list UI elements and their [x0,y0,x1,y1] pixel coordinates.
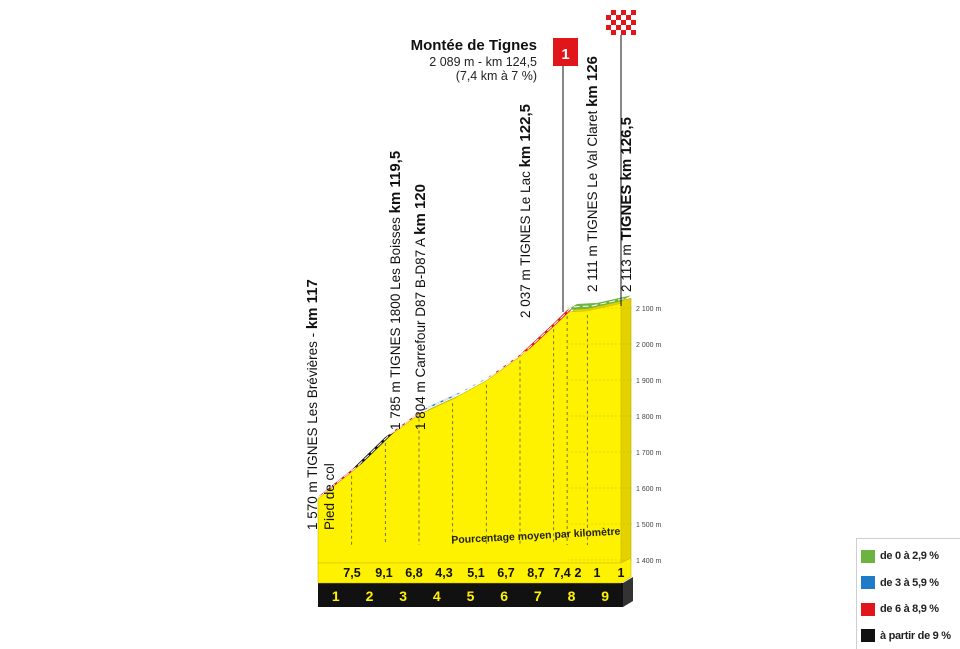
slope-value-4: 4,3 [435,566,452,580]
finish-check [606,20,611,25]
legend-swatch [861,629,875,643]
km-marker-8: 8 [568,588,576,604]
summit-name: Montée de Tignes [411,37,537,54]
waypoint-text-part: km 122,5 [517,104,534,167]
elevation-tick-2100: 2 100 m [636,306,661,313]
km-marker-2: 2 [366,588,374,604]
km-marker-9: 9 [601,588,609,604]
km-marker-4: 4 [433,588,441,604]
elevation-tick-1600: 1 600 m [636,486,661,493]
finish-flag-checks [606,10,636,35]
base-yellow-strip [317,557,632,584]
waypoint-text-part: 1 785 m TIGNES 1800 Les Boisses [388,213,403,430]
slope-value-3: 6,8 [405,566,422,580]
elevation-tick-1500: 1 500 m [636,522,661,529]
slope-legend: de 0 à 2,9 % de 3 à 5,9 % de 6 à 8,9 % à pa… [856,538,960,649]
elevation-tick-1900: 1 900 m [636,378,661,385]
km-marker-6: 6 [500,588,508,604]
elevation-gridlines [567,307,632,561]
slope-segment-10 [587,295,631,309]
waypoint-text-part: 2 111 m TIGNES Le Val Claret [585,107,600,292]
finish-check [616,20,621,25]
finish-check [616,30,621,35]
legend-label: à partir de 9 % [880,629,951,642]
profile-area-layer [317,297,632,564]
slope-value-9: 1 [594,566,601,580]
finish-check [611,15,616,20]
waypoint-text-part: 2 037 m TIGNES Le Lac [518,167,533,318]
waypoint-text-part: km 119,5 [387,151,404,214]
finish-check [626,10,631,15]
waypoint-text-part: TIGNES km 126,5 [618,117,635,240]
finish-check [606,10,611,15]
finish-check [626,20,631,25]
waypoint-text-part: km 117 [304,279,321,329]
waypoint-lac-line-1: 2 037 m TIGNES Le Lac km 122,5 [517,104,534,318]
legend-swatch [861,549,875,563]
finish-check [621,15,626,20]
slope-color-band [318,295,631,497]
slope-value-5: 5,1 [467,566,484,580]
waypoint-boisses-line-2: 1 804 m Carrefour D87 B-D87 A km 120 [412,184,429,430]
elevation-tick-1400: 1 400 m [636,558,661,565]
legend-row: de 3 à 5,9 % [861,570,960,597]
legend-swatch [861,602,875,616]
elevation-axis: 1 400 m 1 500 m 1 600 m 1 700 m 1 800 m 1 900… [636,306,661,565]
waypoint-valclaret-line-1: 2 111 m TIGNES Le Val Claret km 126 [584,56,601,292]
category-flag-number: 1 [561,46,569,63]
slope-value-2: 9,1 [375,566,392,580]
legend-label: de 0 à 2,9 % [880,550,939,563]
slope-center-dash [322,297,627,495]
base-bar-front [318,583,623,607]
finish-check [606,30,611,35]
slope-value-labels: 7,5 9,1 6,8 4,3 5,1 6,7 8,7 7,4 2 1 1 [343,566,624,580]
waypoint-text-part: 2 113 m [619,240,634,292]
km-marker-5: 5 [467,588,475,604]
base-bar-side [623,577,633,607]
slope-value-7,4: 7,4 [553,566,570,580]
slope-value-1: 7,5 [343,566,360,580]
waypoint-text-part: km 126 [584,56,601,107]
waypoint-labels: 1 570 m TIGNES Les Brévières - km 117Pie… [304,56,635,530]
elevation-tick-1800: 1 800 m [636,414,661,421]
slope-value-6: 6,7 [497,566,514,580]
summit-length-grade: (7,4 km à 7 %) [456,69,537,83]
summit-altitude-km: 2 089 m - km 124,5 [429,55,537,69]
legend-label: de 6 à 8,9 % [880,603,939,616]
waypoint-boisses-line-1: 1 785 m TIGNES 1800 Les Boisses km 119,5 [387,151,404,430]
finish-check [631,25,636,30]
legend-row: à partir de 9 % [861,623,960,649]
legend-row: de 0 à 2,9 % [861,543,960,570]
km-dashed-lines [351,314,588,545]
finish-check [611,25,616,30]
summit-block: Montée de Tignes 2 089 m - km 124,5 (7,4… [411,10,636,312]
finish-check [616,10,621,15]
legend-label: de 3 à 5,9 % [880,576,939,589]
finish-check [621,25,626,30]
finish-check [631,15,636,20]
waypoint-text-part: 1 570 m TIGNES Les Brévières - [305,329,320,530]
slope-value-7: 8,7 [527,566,544,580]
category-flag [553,38,578,66]
slope-value-9b: 1 [618,566,625,580]
elevation-tick-1700: 1 700 m [636,450,661,457]
slope-segment-9 [567,302,598,310]
km-marker-7: 7 [534,588,542,604]
legend-swatch [861,576,875,590]
waypoint-finish-line-1: 2 113 m TIGNES km 126,5 [618,117,635,292]
waypoint-text-part: Pied de col [322,463,337,530]
finish-check [626,30,631,35]
elevation-tick-2000: 2 000 m [636,342,661,349]
km-marker-1: 1 [332,588,340,604]
waypoint-breviere-line-2: Pied de col [322,463,337,530]
waypoint-text-part: km 120 [412,184,429,235]
km-marker-3: 3 [399,588,407,604]
slope-value-8: 2 [575,566,582,580]
waypoint-text-part: 1 804 m Carrefour D87 B-D87 A [413,235,428,430]
legend-row: de 6 à 8,9 % [861,596,960,623]
waypoint-breviere-line-1: 1 570 m TIGNES Les Brévières - km 117 [304,279,321,530]
